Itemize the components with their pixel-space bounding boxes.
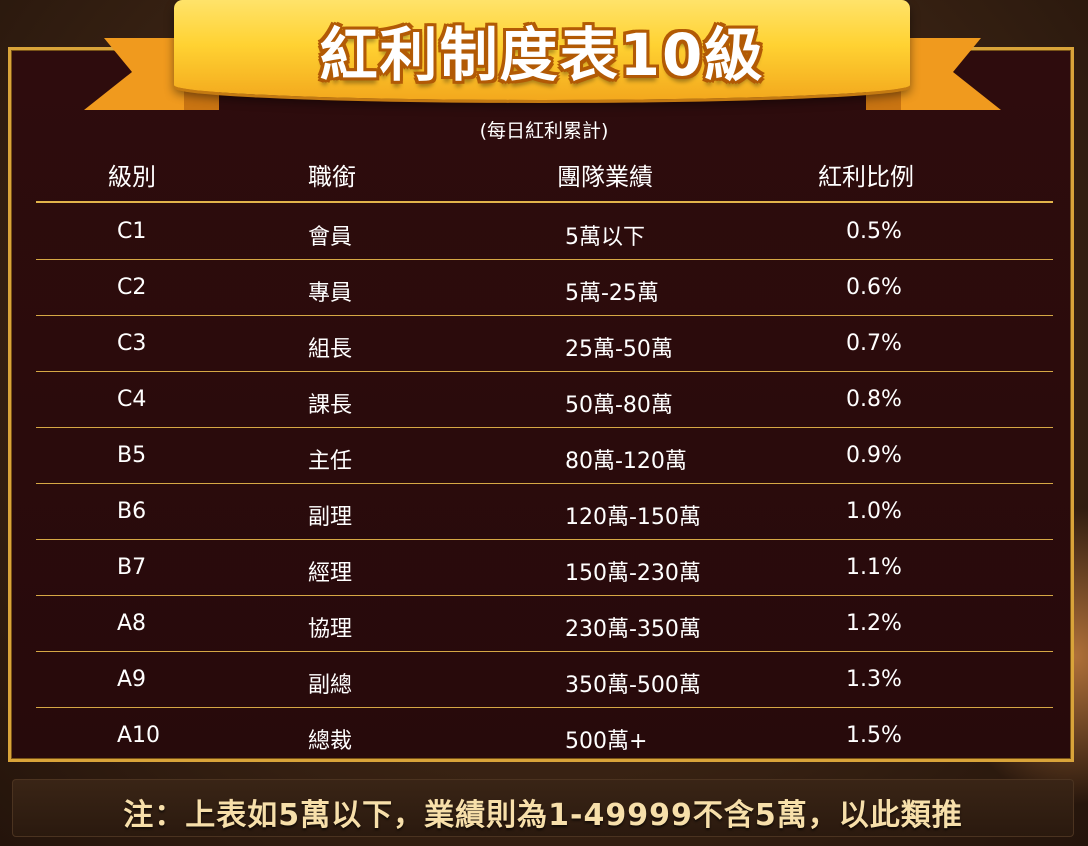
table-row: B6 副理 120萬-150萬 1.0% <box>0 484 1088 540</box>
cell-title: 總裁 <box>308 729 353 754</box>
cell-rate: 1.3% <box>846 667 902 692</box>
cell-title: 副總 <box>308 673 353 698</box>
table-row: C1 會員 5萬以下 0.5% <box>0 204 1088 260</box>
table-row: C2 專員 5萬-25萬 0.6% <box>0 260 1088 316</box>
title-ribbon: 紅利制度表10級 <box>174 0 910 100</box>
note-text: 注：上表如5萬以下，業績則為1-49999不含5萬，以此類推 <box>123 798 963 833</box>
cell-level: B7 <box>117 555 147 580</box>
cell-performance: 5萬-25萬 <box>565 281 659 306</box>
header-level: 級別 <box>108 163 156 191</box>
cell-rate: 1.2% <box>846 611 902 636</box>
cell-title: 協理 <box>308 617 353 642</box>
cell-title: 課長 <box>308 393 353 418</box>
cell-level: C4 <box>117 387 147 412</box>
table-row: C3 組長 25萬-50萬 0.7% <box>0 316 1088 372</box>
header-title: 職銜 <box>308 163 356 191</box>
cell-performance: 120萬-150萬 <box>565 505 701 530</box>
cell-rate: 1.5% <box>846 723 902 748</box>
row-divider <box>36 482 1053 484</box>
table-row: A10 總裁 500萬+ 1.5% <box>0 708 1088 764</box>
table-row: C4 課長 50萬-80萬 0.8% <box>0 372 1088 428</box>
cell-performance: 5萬以下 <box>565 225 645 250</box>
row-divider <box>36 706 1053 708</box>
cell-title: 經理 <box>308 561 353 586</box>
cell-title: 主任 <box>308 449 353 474</box>
row-divider <box>36 426 1053 428</box>
cell-level: C1 <box>117 219 147 244</box>
cell-performance: 150萬-230萬 <box>565 561 701 586</box>
table-row: B5 主任 80萬-120萬 0.9% <box>0 428 1088 484</box>
cell-level: A8 <box>117 611 147 636</box>
table-row: A8 協理 230萬-350萬 1.2% <box>0 596 1088 652</box>
row-divider <box>36 258 1053 260</box>
table-row: A9 副總 350萬-500萬 1.3% <box>0 652 1088 708</box>
cell-level: B6 <box>117 499 147 524</box>
row-divider <box>36 594 1053 596</box>
cell-rate: 1.1% <box>846 555 902 580</box>
cell-rate: 0.5% <box>846 219 902 244</box>
cell-title: 副理 <box>308 505 353 530</box>
note-bar: 注：上表如5萬以下，業績則為1-49999不含5萬，以此類推 <box>12 779 1074 837</box>
cell-rate: 1.0% <box>846 499 902 524</box>
table-header-row: 級別 職銜 團隊業績 紅利比例 <box>0 157 1088 191</box>
cell-level: C3 <box>117 331 147 356</box>
header-rate: 紅利比例 <box>818 163 914 191</box>
row-divider <box>36 538 1053 540</box>
cell-performance: 350萬-500萬 <box>565 673 701 698</box>
cell-performance: 80萬-120萬 <box>565 449 687 474</box>
cell-title: 專員 <box>308 281 353 306</box>
header-performance: 團隊業績 <box>557 163 653 191</box>
cell-performance: 50萬-80萬 <box>565 393 673 418</box>
cell-level: C2 <box>117 275 147 300</box>
cell-rate: 0.7% <box>846 331 902 356</box>
cell-rate: 0.6% <box>846 275 902 300</box>
page-title: 紅利制度表10級 <box>319 21 765 89</box>
cell-level: A10 <box>117 723 161 748</box>
cell-rate: 0.8% <box>846 387 902 412</box>
row-divider <box>36 650 1053 652</box>
cell-level: A9 <box>117 667 147 692</box>
cell-level: B5 <box>117 443 147 468</box>
table-row: B7 經理 150萬-230萬 1.1% <box>0 540 1088 596</box>
cell-performance: 25萬-50萬 <box>565 337 673 362</box>
bonus-table-panel <box>8 47 1074 762</box>
cell-title: 組長 <box>308 337 353 362</box>
header-divider <box>36 201 1053 203</box>
row-divider <box>36 370 1053 372</box>
cell-rate: 0.9% <box>846 443 902 468</box>
row-divider <box>36 314 1053 316</box>
cell-performance: 500萬+ <box>565 729 648 754</box>
cell-performance: 230萬-350萬 <box>565 617 701 642</box>
subtitle: (每日紅利累計) <box>479 120 609 142</box>
cell-title: 會員 <box>308 225 353 250</box>
